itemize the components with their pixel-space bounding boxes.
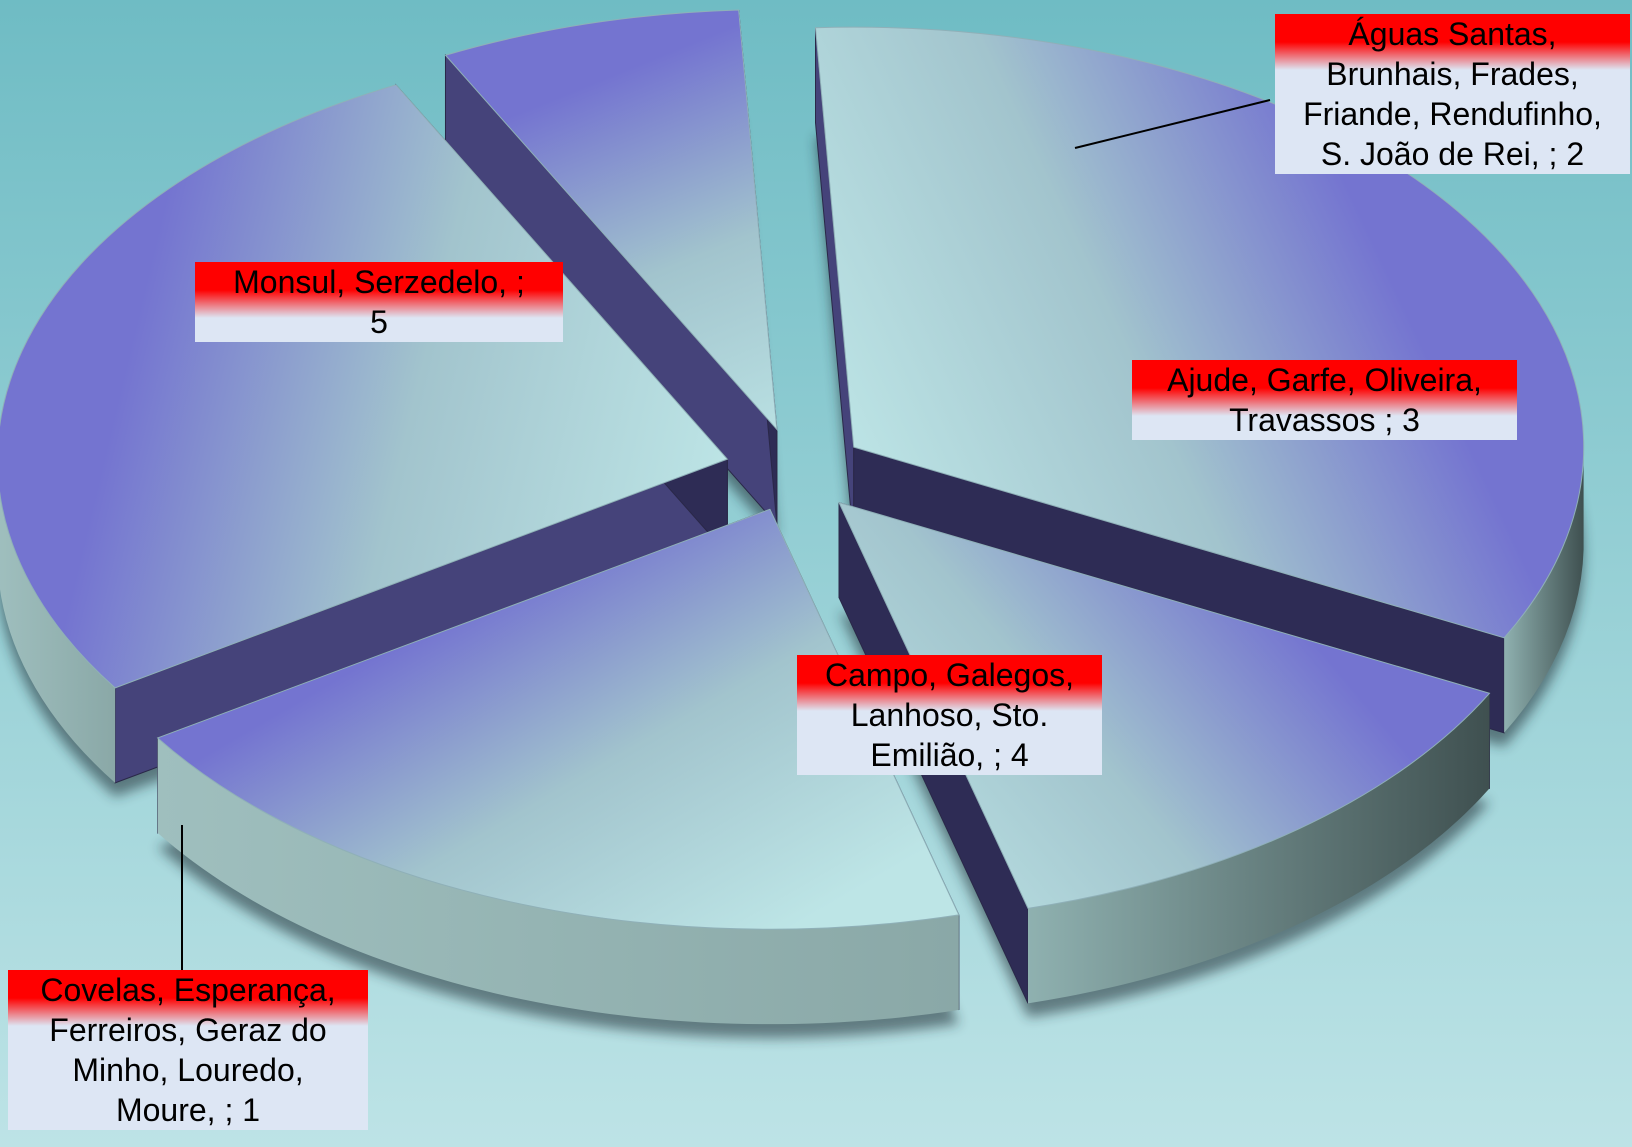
slice-top-face (444, 9, 778, 431)
data-label-line: Campo, Galegos, (824, 657, 1074, 693)
data-label-5: Covelas, Esperança, Ferreiros, Geraz do Mi… (8, 970, 368, 1130)
data-label-1: Monsul, Serzedelo, ; 5 (195, 262, 563, 342)
data-label-3: Ajude, Garfe, Oliveira, Travassos ; 3 (1132, 360, 1517, 440)
data-label-line: Monsul, Serzedelo, ; (233, 264, 525, 300)
data-label-line: Emilião, ; 4 (870, 737, 1029, 773)
slice-outer-wall (157, 737, 959, 1025)
slice-outer-wall (1504, 439, 1584, 733)
slice-top-face (156, 508, 960, 930)
data-label-line: Brunhais, Frades, (1326, 56, 1579, 92)
data-label-line: Friande, Rendufinho, (1303, 96, 1602, 132)
slice-outer-wall (1027, 693, 1490, 1004)
pie-slice-3 (156, 508, 960, 1039)
pie-slice-2 (838, 501, 1491, 1018)
leader-line-2 (1074, 99, 1271, 149)
slice-top-face (0, 84, 729, 689)
data-label-line: Minho, Louredo, (72, 1052, 304, 1088)
data-label-line: S. João de Rei, ; 2 (1320, 136, 1585, 172)
data-label-line: Águas Santas, (1348, 16, 1557, 52)
data-label-2: Águas Santas, Brunhais, Frades, Friande, R… (1275, 14, 1630, 174)
data-label-4: Campo, Galegos, Lanhoso, Sto. Emilião, ; 4 (797, 655, 1102, 775)
slice-outer-wall (0, 494, 116, 783)
data-label-line: Lanhoso, Sto. (850, 697, 1049, 733)
data-label-line: Ajude, Garfe, Oliveira, (1167, 362, 1482, 398)
data-label-line: Moure, ; 1 (115, 1092, 261, 1128)
data-label-line: 5 (370, 304, 388, 340)
data-label-line: Ferreiros, Geraz do (49, 1012, 327, 1048)
data-label-line: Travassos ; 3 (1229, 402, 1420, 438)
leader-lines (181, 99, 1271, 970)
slice-top-face (814, 26, 1585, 639)
data-label-line: Covelas, Esperança, (40, 972, 336, 1008)
slice-top-face (838, 501, 1491, 909)
